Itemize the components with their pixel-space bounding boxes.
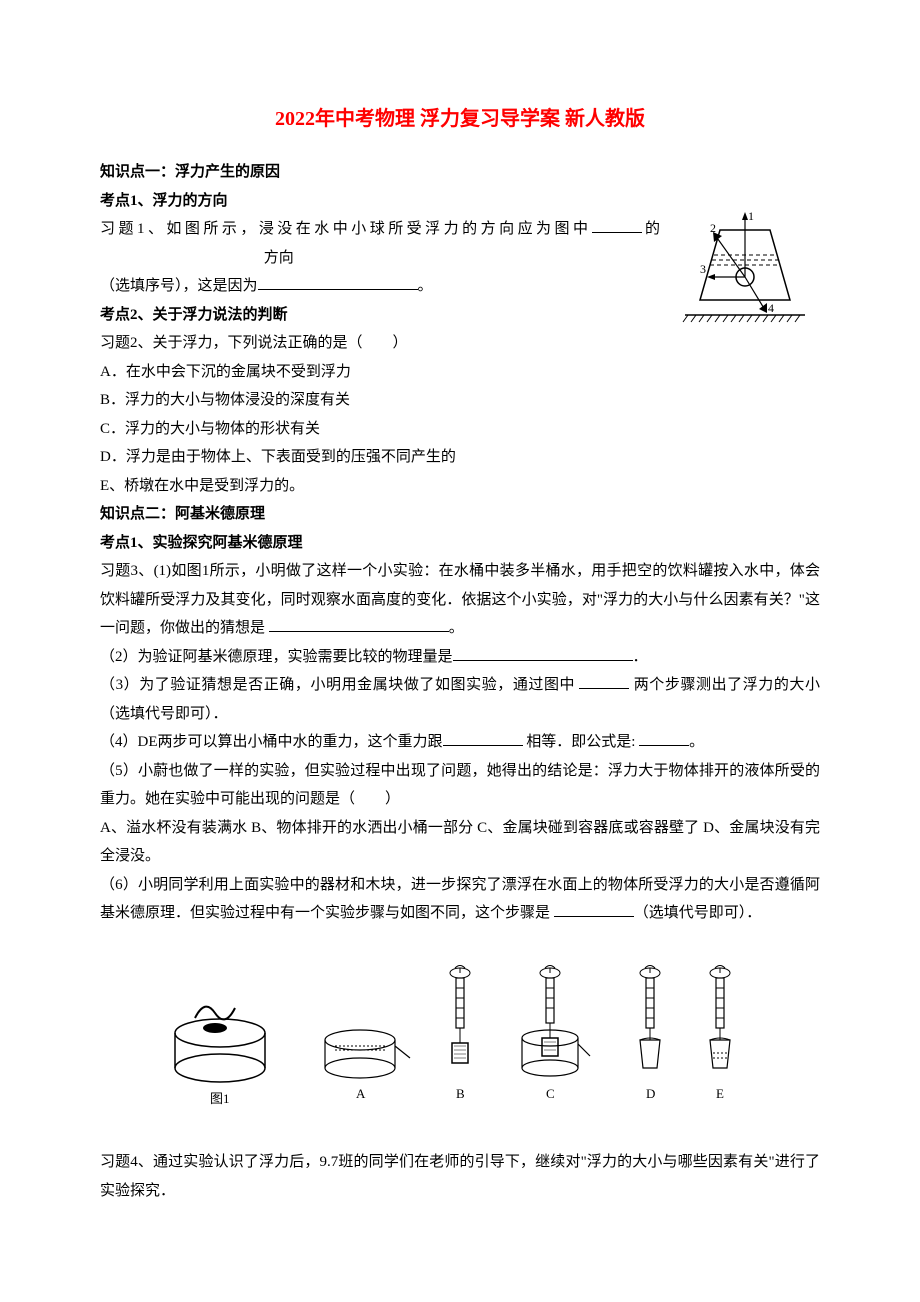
q2-option-d: D．浮力是由于物体上、下表面受到的压强不同产生的: [100, 443, 820, 472]
panel-c-icon: C: [522, 965, 590, 1101]
q3-4c: 。: [689, 734, 704, 750]
q3-1: 习题3、(1)如图1所示，小明做了这样一个小实验：在水桶中装多半桶水，用手把空的…: [100, 557, 820, 643]
kp2-heading: 知识点二：阿基米德原理: [100, 500, 820, 529]
q1-blank2: [258, 275, 418, 290]
panel-a-icon: A: [325, 1030, 410, 1101]
fig1-icon: 图1: [175, 1006, 265, 1105]
q1-end: 。: [418, 278, 433, 294]
fig1-label: 图1: [210, 1091, 230, 1106]
q3-4b: 相等．即公式是:: [523, 734, 640, 750]
knowledge-point-2: 知识点二：阿基米德原理 考点1、实验探究阿基米德原理 习题3、(1)如图1所示，…: [100, 500, 820, 1128]
q2-option-e: E、桥墩在水中是受到浮力的。: [100, 472, 820, 501]
kp2-sub1: 考点1、实验探究阿基米德原理: [100, 529, 820, 558]
panel-b-icon: B: [450, 965, 470, 1101]
q1-before: 习题1、如图所示，浸没在水中小球所受浮力的方向应为图中: [100, 221, 592, 237]
q1-after-word: 方向: [264, 250, 294, 266]
arrow-label-4: 4: [768, 301, 774, 315]
panel-d-label: D: [646, 1086, 655, 1101]
panel-e-label: E: [716, 1086, 724, 1101]
q3-3-blank: [579, 674, 629, 689]
q3-5: （5）小蔚也做了一样的实验，但实验过程中出现了问题，她得出的结论是：浮力大于物体…: [100, 757, 820, 814]
panel-e-icon: E: [710, 965, 730, 1101]
q3-3: （3）为了验证猜想是否正确，小明用金属块做了如图实验，通过图中 两个步骤测出了浮…: [100, 671, 820, 728]
knowledge-point-1: 知识点一：浮力产生的原因 考点1、浮力的方向 1 2 3 4: [100, 158, 820, 500]
q3-2a: （2）为验证阿基米德原理，实验需要比较的物理量是: [100, 649, 453, 665]
q3-2b: ．: [633, 649, 648, 665]
q3-4a: （4）DE两步可以算出小桶中水的重力，这个重力跟: [100, 734, 443, 750]
beaker-diagram: 1 2 3 4: [670, 210, 820, 330]
q3-6: （6）小明同学利用上面实验中的器材和木块，进一步探究了漂浮在水面上的物体所受浮力…: [100, 871, 820, 928]
q4-text: 习题4、通过实验认识了浮力后，9.7班的同学们在老师的引导下，继续对"浮力的大小…: [100, 1148, 820, 1205]
panel-d-icon: D: [640, 965, 660, 1101]
q1-after: （选填序号），这是因为: [100, 278, 258, 294]
q3-2: （2）为验证阿基米德原理，实验需要比较的物理量是 ．: [100, 643, 820, 672]
arrow-label-1: 1: [748, 210, 754, 223]
q2-option-a: A．在水中会下沉的金属块不受到浮力: [100, 358, 820, 387]
q3-6-blank: [554, 902, 634, 917]
q3-1-blank: [269, 617, 449, 632]
q2-option-c: C．浮力的大小与物体的形状有关: [100, 415, 820, 444]
q2-option-b: B．浮力的大小与物体浸没的深度有关: [100, 386, 820, 415]
q3-4-blank1: [443, 731, 523, 746]
panel-c-label: C: [546, 1086, 555, 1101]
q3-1b: 。: [449, 620, 464, 636]
q2-stem: 习题2、关于浮力，下列说法正确的是（ ）: [100, 329, 820, 358]
q3-4-blank2: [639, 731, 689, 746]
panel-b-label: B: [456, 1086, 465, 1101]
q1-blank1: [592, 218, 642, 233]
experiment-figure: 图1 A: [100, 958, 820, 1129]
q1-mid: 的: [642, 221, 660, 237]
arrow-label-3: 3: [700, 262, 706, 276]
panel-a-label: A: [356, 1086, 366, 1101]
q3-5-opts: A、溢水杯没有装满水 B、物体排开的水洒出小桶一部分 C、金属块碰到容器底或容器…: [100, 814, 820, 871]
q3-6b: （选填代号即可）．: [634, 905, 762, 921]
arrow-label-2: 2: [710, 221, 716, 235]
q3-4: （4）DE两步可以算出小桶中水的重力，这个重力跟 相等．即公式是: 。: [100, 728, 820, 757]
kp1-heading: 知识点一：浮力产生的原因: [100, 158, 820, 187]
q3-2-blank: [453, 646, 633, 661]
page-title: 2022年中考物理 浮力复习导学案 新人教版: [100, 100, 820, 138]
q3-3a: （3）为了验证猜想是否正确，小明用金属块做了如图实验，通过图中: [100, 677, 579, 693]
